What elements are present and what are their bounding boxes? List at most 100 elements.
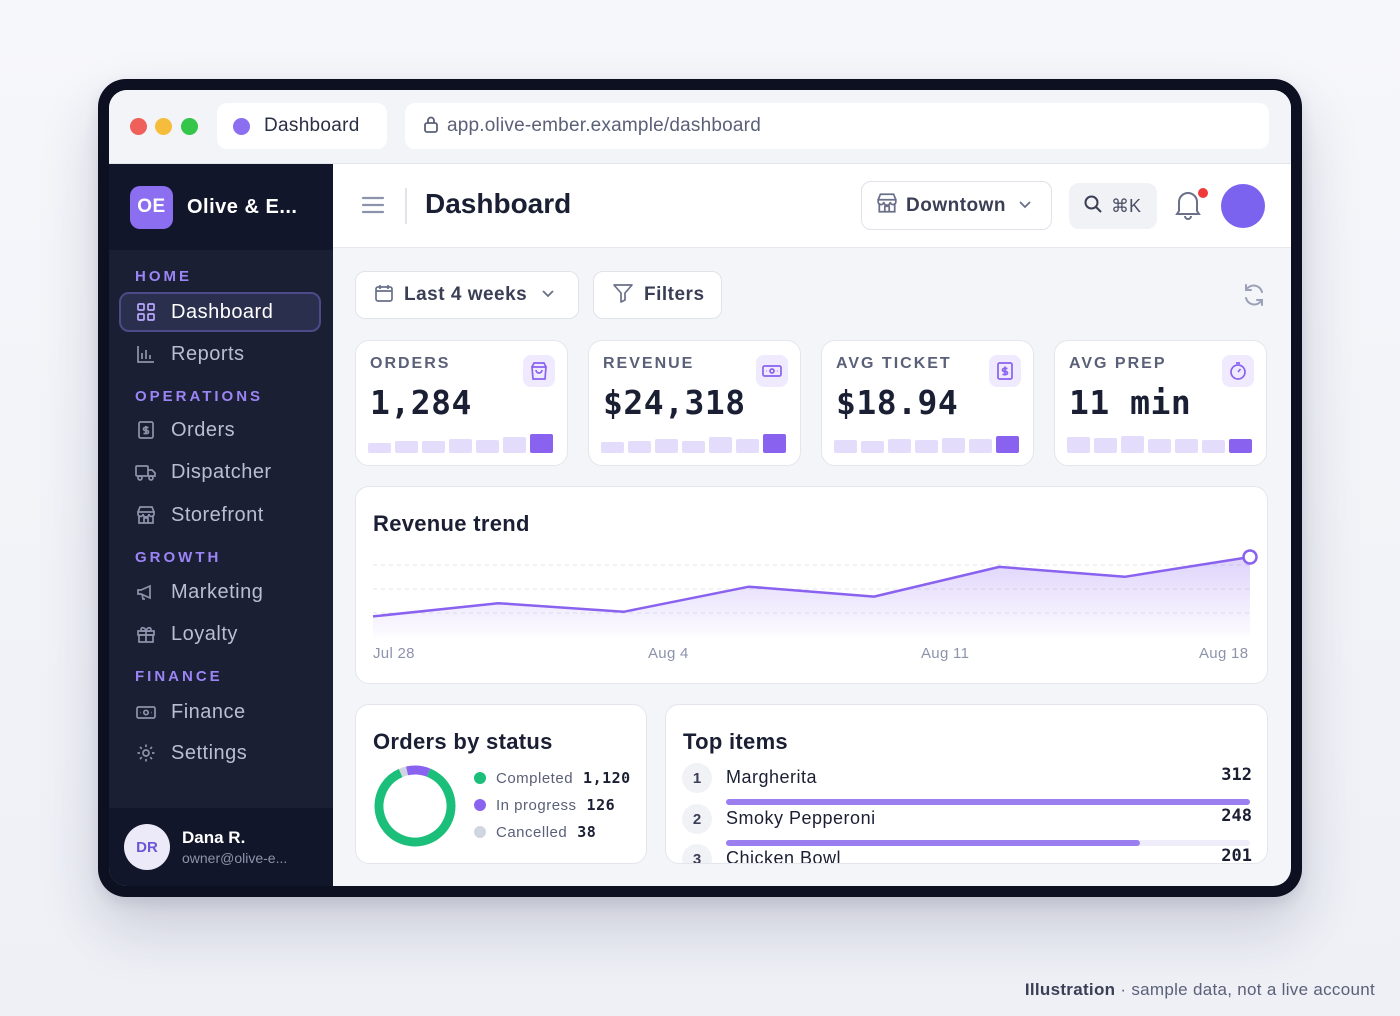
store-icon bbox=[135, 504, 157, 526]
calendar-icon bbox=[374, 283, 394, 308]
item-name: Chicken Bowl bbox=[726, 848, 842, 864]
kpi-sparkline bbox=[368, 431, 556, 453]
avatar[interactable] bbox=[1221, 184, 1265, 228]
spark-bar bbox=[861, 441, 884, 453]
spark-bar bbox=[503, 437, 526, 453]
spark-bar bbox=[1067, 437, 1090, 453]
kpi-label: REVENUE bbox=[603, 355, 695, 372]
grid-icon bbox=[135, 301, 157, 323]
sidebar-item-dispatcher[interactable]: Dispatcher bbox=[119, 452, 321, 492]
device-frame: Dashboard app.olive-ember.example/dashbo… bbox=[98, 79, 1302, 897]
main-area: Dashboard Downtown ⌘K bbox=[333, 164, 1291, 886]
browser-chrome: Dashboard app.olive-ember.example/dashbo… bbox=[109, 90, 1291, 164]
user-name: Dana R. bbox=[182, 828, 246, 847]
spark-bar bbox=[601, 442, 624, 453]
spark-bar bbox=[888, 439, 911, 453]
spark-bar bbox=[1229, 439, 1252, 453]
item-rank: 2 bbox=[682, 804, 712, 834]
spark-bar bbox=[996, 436, 1019, 453]
legend-completed: Completed 1,120 bbox=[474, 769, 631, 787]
gift-icon bbox=[135, 623, 157, 645]
sidebar-item-label: Storefront bbox=[171, 503, 264, 526]
sidebar-item-reports[interactable]: Reports bbox=[119, 334, 321, 374]
spark-bar bbox=[530, 434, 553, 453]
spark-bar bbox=[368, 443, 391, 453]
legend-value: 38 bbox=[577, 823, 597, 841]
item-count: 312 bbox=[1221, 765, 1252, 785]
gear-icon bbox=[135, 742, 157, 764]
card-title: Top items bbox=[683, 729, 788, 754]
kpi-sparkline bbox=[1067, 431, 1255, 453]
x-axis-label: Jul 28 bbox=[373, 645, 415, 662]
minimize-window-button[interactable] bbox=[155, 118, 172, 135]
sidebar-item-storefront[interactable]: Storefront bbox=[119, 495, 321, 535]
donut-segment-completed[interactable] bbox=[372, 763, 458, 849]
kpi-label: ORDERS bbox=[370, 355, 451, 372]
card-title: Orders by status bbox=[373, 729, 553, 754]
trend-line bbox=[372, 555, 1251, 618]
bell-icon[interactable] bbox=[1173, 188, 1207, 222]
notification-badge bbox=[1196, 186, 1210, 200]
kpi-card-revenue[interactable]: REVENUE $24,318 bbox=[588, 340, 801, 466]
address-bar[interactable]: app.olive-ember.example/dashboard bbox=[405, 103, 1269, 149]
legend-value: 1,120 bbox=[583, 769, 631, 787]
cash-icon bbox=[135, 701, 157, 723]
search-shortcut: ⌘K bbox=[1111, 195, 1142, 216]
maximize-window-button[interactable] bbox=[181, 118, 198, 135]
sidebar-item-orders[interactable]: Orders bbox=[119, 410, 321, 450]
location-select[interactable]: Downtown bbox=[861, 181, 1052, 230]
orders-by-status-card: Orders by status Completed 1,120 In prog… bbox=[355, 704, 647, 864]
legend-label: Completed bbox=[496, 769, 574, 787]
menu-icon[interactable] bbox=[360, 193, 386, 217]
megaphone-icon bbox=[135, 581, 157, 603]
x-axis-label: Aug 18 bbox=[1199, 645, 1249, 662]
sidebar-item-dashboard[interactable]: Dashboard bbox=[119, 292, 321, 332]
date-range-select[interactable]: Last 4 weeks bbox=[355, 271, 579, 319]
spark-bar bbox=[763, 434, 786, 453]
user-profile[interactable]: DR Dana R. owner@olive-e... bbox=[109, 808, 333, 886]
filters-button[interactable]: Filters bbox=[593, 271, 722, 319]
donut-segment-cancelled[interactable] bbox=[372, 763, 458, 849]
spark-bar bbox=[709, 437, 732, 453]
spark-bar bbox=[969, 439, 992, 453]
close-window-button[interactable] bbox=[130, 118, 147, 135]
footnote-bold: Illustration bbox=[1024, 980, 1116, 999]
item-rank: 3 bbox=[682, 844, 712, 863]
kpi-card-orders[interactable]: ORDERS 1,284 bbox=[355, 340, 568, 466]
legend-in-progress: In progress 126 bbox=[474, 796, 615, 814]
receipt-icon bbox=[989, 355, 1021, 387]
date-range-label: Last 4 weeks bbox=[404, 284, 528, 305]
revenue-trend-chart bbox=[372, 549, 1258, 637]
sidebar-item-loyalty[interactable]: Loyalty bbox=[119, 614, 321, 654]
kpi-card-avg-prep[interactable]: AVG PREP 11 min bbox=[1054, 340, 1267, 466]
spark-bar bbox=[422, 441, 445, 453]
legend-dot bbox=[474, 826, 486, 838]
truck-icon bbox=[135, 461, 157, 483]
spark-bar bbox=[449, 439, 472, 453]
sidebar-item-settings[interactable]: Settings bbox=[119, 733, 321, 773]
item-bar-fill bbox=[726, 799, 1250, 805]
brand[interactable]: OE Olive & E... bbox=[109, 164, 333, 250]
legend-label: In progress bbox=[496, 796, 577, 814]
card-title: Revenue trend bbox=[373, 511, 530, 536]
header-divider bbox=[405, 188, 407, 224]
legend-cancelled: Cancelled 38 bbox=[474, 823, 596, 841]
refresh-icon[interactable] bbox=[1241, 282, 1267, 308]
sidebar-item-label: Dashboard bbox=[171, 300, 274, 323]
sidebar-item-marketing[interactable]: Marketing bbox=[119, 572, 321, 612]
donut-segment-in-progress[interactable] bbox=[372, 763, 458, 849]
chevron-down-icon bbox=[1018, 197, 1032, 215]
search-button[interactable]: ⌘K bbox=[1069, 183, 1157, 229]
sidebar-item-label: Reports bbox=[171, 342, 245, 365]
item-bar-track bbox=[726, 799, 1250, 805]
browser-tab[interactable]: Dashboard bbox=[217, 103, 387, 149]
kpi-card-avg-ticket[interactable]: AVG TICKET $18.94 bbox=[821, 340, 1034, 466]
trend-endpoint[interactable] bbox=[1242, 549, 1258, 565]
kpi-value: $24,318 bbox=[603, 383, 746, 422]
timer-icon bbox=[1222, 355, 1254, 387]
legend-dot bbox=[474, 799, 486, 811]
x-axis-label: Aug 4 bbox=[648, 645, 689, 662]
receipt-icon bbox=[135, 419, 157, 441]
sidebar-item-finance[interactable]: Finance bbox=[119, 692, 321, 732]
filters-label: Filters bbox=[644, 284, 705, 305]
